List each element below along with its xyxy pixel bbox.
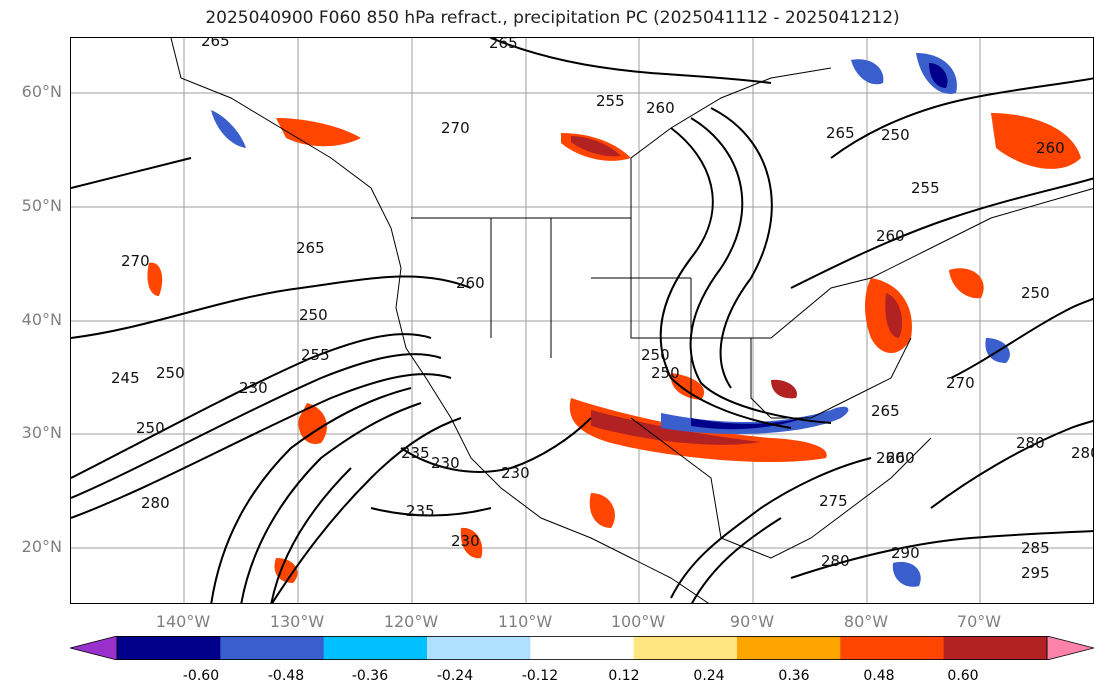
contour-label: 280	[1071, 444, 1094, 462]
contour-label: 295	[1021, 564, 1050, 582]
contour-label: 245	[111, 369, 140, 387]
contour-label: 270	[121, 252, 150, 270]
contour-label: 280	[1016, 434, 1045, 452]
contour-label: 255	[596, 92, 625, 110]
colorbar-segment	[943, 636, 1048, 660]
contour-label: 235	[406, 502, 435, 520]
contour-label: 280	[141, 494, 170, 512]
contour-label: 275	[819, 492, 848, 510]
lon-label-130w: 130°W	[269, 612, 325, 631]
contour-label: 255	[911, 179, 940, 197]
contour-label: 260	[646, 99, 675, 117]
contour-label: 250	[136, 419, 165, 437]
colorbar-tick-label: 0.60	[947, 668, 979, 684]
contour-label: 270	[946, 374, 975, 392]
contour-label: 230	[239, 379, 268, 397]
contour-label: 265	[296, 239, 325, 257]
colorbar-segment	[737, 636, 841, 660]
contour-label: 250	[651, 364, 680, 382]
contour-label: 230	[431, 454, 460, 472]
lat-label-50n: 50°N	[21, 196, 62, 215]
contour-label: 265	[489, 38, 518, 52]
colorbar-tick-label: 0.36	[778, 668, 810, 684]
lat-label-60n: 60°N	[21, 82, 62, 101]
colorbar-extend-high	[1046, 635, 1095, 661]
contour-label: 250	[1021, 284, 1050, 302]
colorbar-outline	[116, 636, 1048, 660]
lat-label-20n: 20°N	[21, 537, 62, 556]
colorbar-tick-label: -0.24	[436, 668, 474, 684]
map-canvas: 265 265 260 255 270 265 250 255 260 260 …	[71, 38, 1094, 603]
contour-label: 260	[876, 227, 905, 245]
colorbar-segment	[633, 636, 738, 660]
colorbar-segment	[530, 636, 635, 660]
boundaries	[170, 38, 1093, 603]
contour-label: 250	[156, 364, 185, 382]
colorbar-segment	[220, 636, 325, 660]
contour-label: 230	[451, 532, 480, 550]
colorbar-tick-label: -0.12	[521, 668, 559, 684]
contour-label: 250	[881, 126, 910, 144]
colorbar-graphic	[69, 635, 1095, 661]
colorbar-segment	[427, 636, 531, 660]
lon-label-80w: 80°W	[843, 612, 889, 631]
contour-label: 265	[201, 38, 230, 50]
lat-label-30n: 30°N	[21, 423, 62, 442]
contour-label: 260	[876, 449, 905, 467]
contour-label: 250	[641, 346, 670, 364]
colorbar	[69, 635, 1095, 661]
contour-label: 235	[401, 444, 430, 462]
lat-label-40n: 40°N	[21, 310, 62, 329]
contour-label: 280	[821, 552, 850, 570]
lon-label-110w: 110°W	[497, 612, 553, 631]
contour-labels: 265 265 260 255 270 265 250 255 260 260 …	[111, 38, 1094, 582]
contour-label: 265	[826, 124, 855, 142]
contour-label: 250	[299, 306, 328, 324]
colorbar-segment	[117, 636, 221, 660]
colorbar-tick-label: 0.24	[693, 668, 725, 684]
colorbar-segment	[840, 636, 945, 660]
colorbar-extend-low	[69, 635, 118, 661]
lon-label-100w: 100°W	[610, 612, 666, 631]
contour-label: 290	[891, 544, 920, 562]
colorbar-tick-label: 0.48	[863, 668, 895, 684]
graticule	[71, 38, 1093, 603]
lon-label-70w: 70°W	[956, 612, 1002, 631]
contour-label: 260	[886, 449, 915, 467]
lon-label-90w: 90°W	[729, 612, 775, 631]
lon-label-140w: 140°W	[155, 612, 211, 631]
colorbar-tick-label: 0.12	[608, 668, 640, 684]
colorbar-tick-label: -0.60	[182, 668, 220, 684]
contour-label: 230	[501, 464, 530, 482]
colorbar-tick-label: -0.36	[351, 668, 389, 684]
contour-label: 260	[456, 274, 485, 292]
colorbar-segment	[323, 636, 428, 660]
contour-label: 255	[301, 346, 330, 364]
contour-label: 260	[1036, 139, 1065, 157]
contour-label: 285	[1021, 539, 1050, 557]
contours	[71, 38, 1093, 603]
precip-shading	[147, 53, 1081, 587]
lon-label-120w: 120°W	[383, 612, 439, 631]
contour-label: 265	[871, 402, 900, 420]
colorbar-tick-label: -0.48	[267, 668, 305, 684]
map-panel[interactable]: 265 265 260 255 270 265 250 255 260 260 …	[70, 37, 1094, 604]
map-title: 2025040900 F060 850 hPa refract., precip…	[205, 8, 900, 28]
contour-label: 270	[441, 119, 470, 137]
